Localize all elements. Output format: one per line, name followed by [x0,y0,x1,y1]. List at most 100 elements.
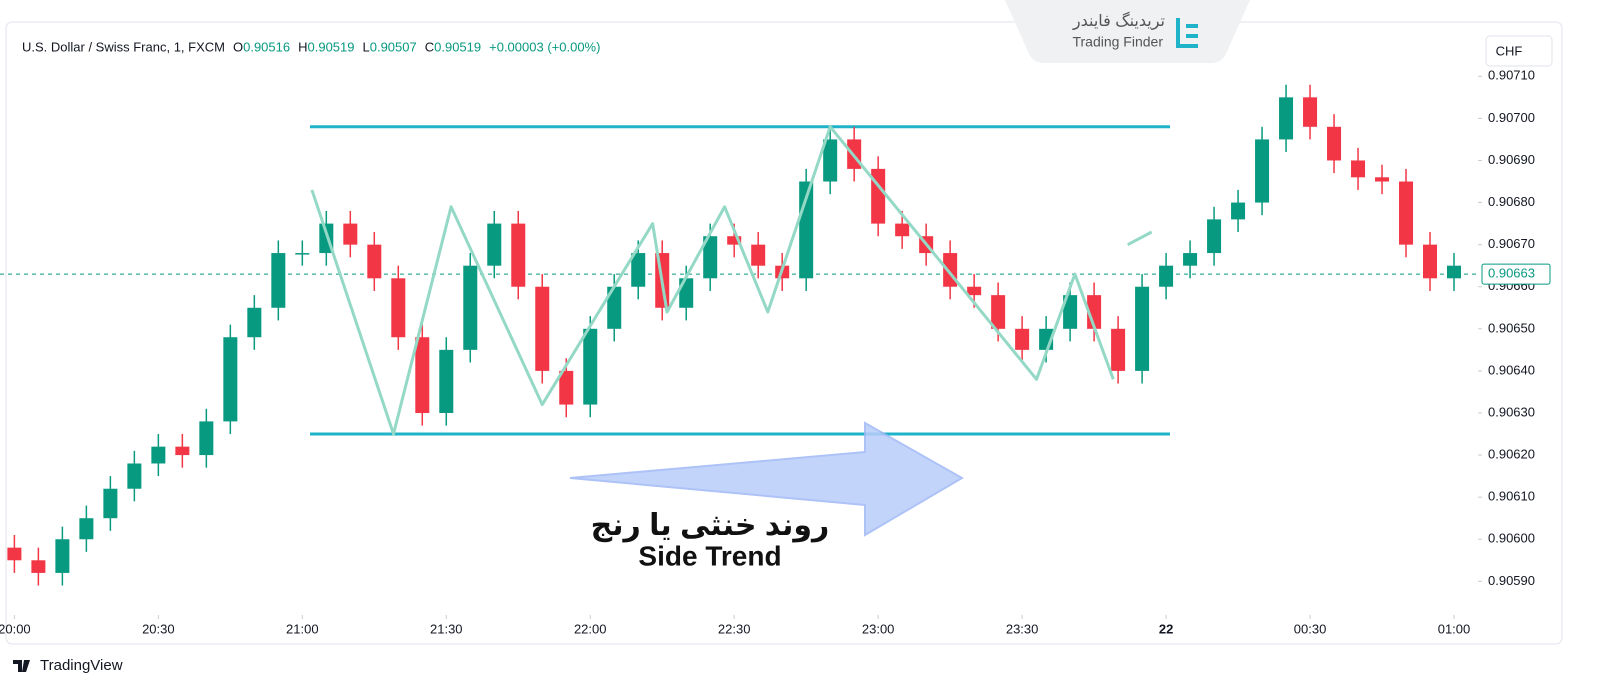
x-tick-label: 20:00 [0,621,31,636]
candle-body [199,421,214,456]
x-tick-label: 22 [1159,621,1173,636]
x-tick-label: 23:30 [1006,621,1039,636]
candle-body [1135,286,1150,371]
x-tick-label: 01:00 [1438,621,1471,636]
chart-frame [5,21,1563,645]
logo-en: Trading Finder [1072,34,1163,50]
candle-body [607,286,622,329]
y-tick-label: 0.90680 [1488,194,1535,209]
candle-body [175,446,190,456]
ohlc-value: 0.90516 [243,39,290,54]
candle-body [1015,328,1030,350]
tv-logo [13,660,30,672]
candle-body [1207,219,1222,254]
logo-icon [1176,18,1198,48]
candle-body [1399,181,1414,245]
candle-body [151,446,166,464]
candle-body [823,139,838,182]
candle-body [1327,126,1342,161]
ohlc-value: 0.90519 [308,39,355,54]
logo-fa: تریدینگ فایندر [1072,11,1165,31]
candle-body [1351,160,1366,178]
candle-body [1159,265,1174,287]
candle-body [439,349,454,413]
x-tick-label: 22:00 [574,621,607,636]
candle-body [79,518,94,540]
x-tick-label: 21:00 [286,621,319,636]
candle-body [991,295,1006,329]
candle-body [391,278,406,338]
candle-body [583,328,598,405]
candle-body [1303,97,1318,127]
change: +0.00003 (+0.00%) [489,39,600,54]
candle-body [367,244,382,279]
y-tick-label: 0.90640 [1488,362,1535,377]
candle-body [1255,139,1270,203]
candle-body [55,539,70,573]
candle-body [511,223,526,287]
candle-body [967,286,982,296]
x-tick-label: 23:00 [862,621,895,636]
candle-body [1183,253,1198,266]
y-tick-label: 0.90610 [1488,489,1535,504]
candle-body [895,223,910,237]
x-tick-label: 20:30 [142,621,175,636]
trend-arrow [569,421,965,537]
candle-body [1375,177,1390,182]
candle-body [7,547,22,561]
candle-body [679,278,694,308]
x-tick-label: 21:30 [430,621,463,636]
candle-body [103,488,118,519]
y-tick-label: 0.90630 [1488,404,1535,419]
ohlc-value: 0.90507 [370,39,417,54]
last-price-box [1481,263,1551,285]
annotation-en: Side Trend [638,540,781,571]
candle-body [1447,265,1462,279]
y-tick-label: 0.90670 [1488,236,1535,251]
candle-body [559,370,574,405]
footer-brand: TradingView [40,657,123,674]
zigzag-line [310,125,1115,436]
ohlc-label: C [425,39,434,54]
candle-body [1423,244,1438,279]
candle-body [1063,295,1078,329]
candle-body [271,253,286,308]
candle-body [415,337,430,413]
x-tick-label: 00:30 [1294,621,1327,636]
candle-body [223,337,238,422]
candle-body [127,463,142,489]
candle-body [31,560,46,573]
symbol-title: U.S. Dollar / Swiss Franc, 1, FXCM [22,39,225,54]
y-tick-label: 0.90700 [1488,110,1535,125]
candle-body [1279,97,1294,140]
candle-body [343,223,358,245]
candle-body [1231,202,1246,220]
candle-body [247,307,262,338]
y-tick-label: 0.90590 [1488,573,1535,588]
candle-body [295,253,310,255]
candle-body [535,286,550,371]
y-tick-label: 0.90600 [1488,531,1535,546]
ohlc-label: H [298,39,307,54]
currency: CHF [1496,43,1523,58]
y-tick-label: 0.90620 [1488,447,1535,462]
candle-body [1111,328,1126,371]
ohlc-label: O [233,39,243,54]
y-tick-label: 0.90690 [1488,152,1535,167]
candle-body [703,236,718,279]
last-price-label: 0.90663 [1488,266,1535,281]
logo-badge [1005,0,1250,63]
candle-body [487,223,502,266]
zigzag-line [1126,230,1153,246]
candle-body [727,236,742,245]
candle-body [631,253,646,287]
x-tick-label: 22:30 [718,621,751,636]
x-axis: 20:00 20:30 21:00 21:30 22:00 22:30 23:00 23:30… [0,615,1470,636]
annotation-fa: روند خنثی یا رنج [591,509,830,543]
ohlc-label: L [363,39,370,54]
candle-body [463,265,478,350]
ohlc-value: 0.90519 [434,39,481,54]
currency-box[interactable] [1485,35,1553,67]
